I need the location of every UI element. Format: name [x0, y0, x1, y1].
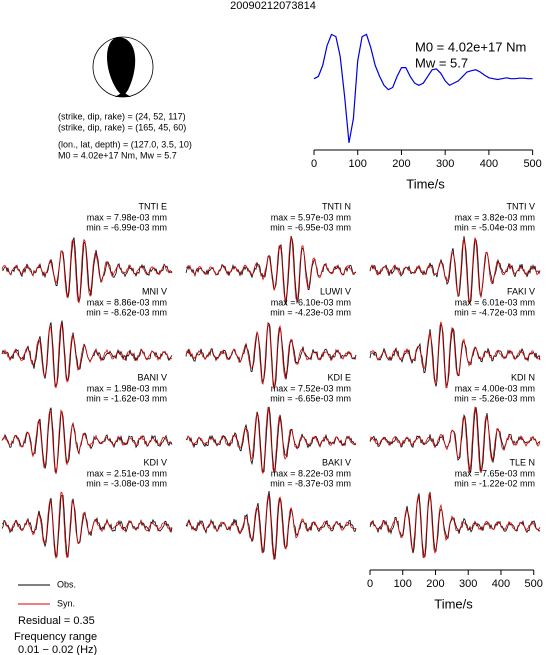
waveform: [369, 237, 541, 304]
beachball: [92, 36, 154, 98]
min-label: min = -4.23e-03 mm: [270, 307, 351, 317]
max-label: max = 4.00e-03 mm: [455, 383, 535, 393]
x-tick-label: 300: [459, 578, 477, 590]
max-label: max = 1.98e-03 mm: [87, 383, 167, 393]
min-label: min = -8.62e-03 mm: [86, 307, 167, 317]
info: (lon., lat, depth) = (127.0, 3.5, 10): [58, 139, 192, 149]
info: M0 = 4.02e+17 Nm, Mw = 5.7: [58, 150, 177, 160]
waveform: [1, 237, 173, 303]
min-label: min = -1.62e-03 mm: [86, 393, 167, 403]
x-axis-label: Time/s: [434, 596, 473, 611]
waveform: [1, 238, 173, 304]
waveform: [369, 323, 541, 387]
min-label: min = -6.95e-03 mm: [270, 222, 351, 232]
min-label: min = -3.08e-03 mm: [86, 478, 167, 488]
min-label: min = -5.04e-03 mm: [454, 222, 535, 232]
max-label: max = 7.52e-03 mm: [271, 383, 351, 393]
min-label: min = -5.26e-03 mm: [454, 393, 535, 403]
info: (strike, dip, rake) = (24, 52, 117): [58, 111, 186, 121]
legend-label: Obs.: [57, 579, 76, 589]
min-label: min = -6.99e-03 mm: [86, 222, 167, 232]
info: (strike, dip, rake) = (165, 45, 60): [58, 122, 186, 132]
title: 20090212073814: [230, 0, 316, 12]
min-label: min = -8.37e-03 mm: [270, 478, 351, 488]
station-name: TNTI E: [139, 201, 168, 211]
max-label: max = 6.01e-03 mm: [455, 297, 535, 307]
max-label: max = 3.82e-03 mm: [455, 212, 535, 222]
station-name: FAKI V: [507, 286, 535, 296]
min-label: min = -4.72e-03 mm: [454, 307, 535, 317]
max-label: max = 7.98e-03 mm: [87, 212, 167, 222]
waveform: [185, 322, 357, 390]
waveform: [1, 494, 173, 558]
waveform: [1, 323, 173, 389]
waveform: [185, 406, 357, 474]
waveform: [1, 491, 173, 559]
frequency-range: 0.01 − 0.02 (Hz): [18, 644, 97, 655]
x-tick-label: 0: [367, 578, 373, 590]
max-label: max = 8.86e-03 mm: [87, 297, 167, 307]
frequency-label: Frequency range: [14, 631, 97, 643]
x-tick-label: 0: [311, 158, 317, 170]
x-axis-label: Time/s: [406, 176, 445, 191]
min-label: min = -6.65e-03 mm: [270, 393, 351, 403]
station-name: TLE N: [509, 457, 535, 467]
x-tick-label: 200: [426, 578, 444, 590]
station-name: KDI N: [511, 372, 535, 382]
stf-line: [313, 33, 533, 143]
station-name: KDI V: [143, 457, 167, 467]
max-label: max = 2.51e-03 mm: [87, 468, 167, 478]
max-label: max = 5.97e-03 mm: [271, 212, 351, 222]
x-tick-label: 400: [492, 578, 510, 590]
x-tick-label: 500: [523, 158, 541, 170]
station-name: TNTI N: [322, 201, 351, 211]
station-name: MNI V: [142, 286, 167, 296]
waveform: [369, 321, 541, 389]
x-tick-label: 500: [525, 578, 543, 590]
min-label: min = -1.22e-02 mm: [454, 478, 535, 488]
station-name: TNTI V: [507, 201, 536, 211]
annotation: M0 = 4.02e+17 Nm: [415, 39, 526, 54]
x-tick-label: 100: [349, 158, 367, 170]
waveform: [369, 493, 541, 559]
station-name: KDI E: [327, 372, 351, 382]
max-label: max = 7.65e-03 mm: [455, 468, 535, 478]
waveform: [185, 494, 357, 560]
x-tick-label: 100: [394, 578, 412, 590]
max-label: max = 8.22e-03 mm: [271, 468, 351, 478]
station-name: LUWI V: [320, 286, 351, 296]
x-tick-label: 400: [480, 158, 498, 170]
waveform: [185, 237, 357, 302]
legend-label: Syn.: [57, 598, 75, 608]
residual: Residual = 0.35: [18, 615, 95, 627]
x-tick-label: 200: [392, 158, 410, 170]
max-label: max = 6.10e-03 mm: [271, 297, 351, 307]
waveform: [369, 407, 541, 474]
x-tick-label: 300: [436, 158, 454, 170]
station-name: BAKI V: [322, 457, 351, 467]
annotation: Mw = 5.7: [415, 55, 468, 70]
waveform: [369, 406, 541, 474]
station-name: BANI V: [137, 372, 167, 382]
waveform: [1, 408, 173, 474]
